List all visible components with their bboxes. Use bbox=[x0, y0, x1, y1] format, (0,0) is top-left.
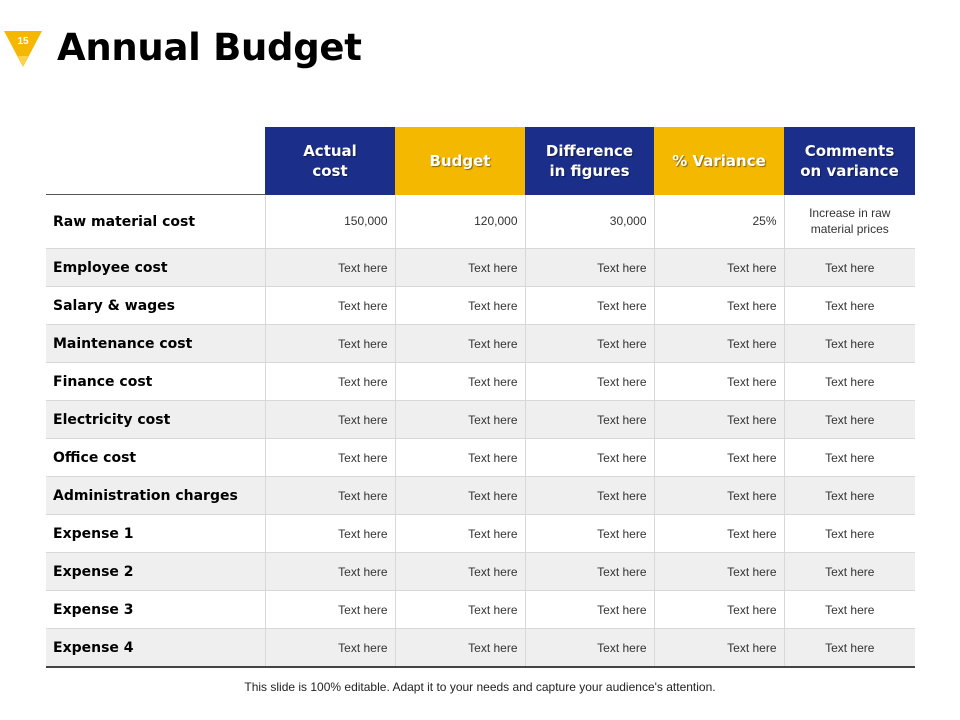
cell-comments: Text here bbox=[783, 438, 915, 477]
cell-budget: Text here bbox=[394, 248, 525, 287]
cell-budget: Text here bbox=[394, 362, 525, 401]
table-row: Maintenance cost Text here Text here Text h… bbox=[46, 324, 915, 363]
cell-difference: Text here bbox=[524, 628, 654, 668]
cell-actual-cost: Text here bbox=[264, 590, 395, 629]
cell-budget: Text here bbox=[394, 286, 525, 325]
table-row: Salary & wages Text here Text here Text her… bbox=[46, 286, 915, 325]
row-label: Electricity cost bbox=[46, 400, 265, 439]
cell-comments: Text here bbox=[783, 628, 915, 668]
cell-variance: Text here bbox=[653, 362, 784, 401]
cell-difference: Text here bbox=[524, 590, 654, 629]
cell-difference: 30,000 bbox=[524, 194, 654, 249]
table-header-row: Actual cost Budget Difference in figures… bbox=[46, 127, 915, 195]
cell-actual-cost: Text here bbox=[264, 324, 395, 363]
slide-number: 15 bbox=[17, 36, 29, 47]
cell-comments: Increase in raw material prices bbox=[783, 194, 915, 249]
cell-actual-cost: 150,000 bbox=[264, 194, 395, 249]
table-row: Office cost Text here Text here Text here Te… bbox=[46, 438, 915, 477]
row-label: Expense 3 bbox=[46, 590, 265, 629]
row-label: Expense 2 bbox=[46, 552, 265, 591]
cell-variance: Text here bbox=[653, 248, 784, 287]
footer-note: This slide is 100% editable. Adapt it to… bbox=[244, 680, 716, 694]
cell-budget: Text here bbox=[394, 552, 525, 591]
cell-comments: Text here bbox=[783, 590, 915, 629]
cell-budget: Text here bbox=[394, 438, 525, 477]
cell-variance: Text here bbox=[653, 552, 784, 591]
cell-comments: Text here bbox=[783, 476, 915, 515]
header-budget: Budget bbox=[395, 127, 525, 195]
cell-budget: 120,000 bbox=[394, 194, 525, 249]
budget-table: Actual cost Budget Difference in figures… bbox=[46, 127, 915, 668]
slide-number-badge: 15 bbox=[4, 30, 44, 68]
table-row: Employee cost Text here Text here Text here… bbox=[46, 248, 915, 287]
cell-actual-cost: Text here bbox=[264, 628, 395, 668]
cell-variance: Text here bbox=[653, 286, 784, 325]
cell-actual-cost: Text here bbox=[264, 362, 395, 401]
row-label: Expense 1 bbox=[46, 514, 265, 553]
header-variance: % Variance bbox=[654, 127, 784, 195]
cell-comments: Text here bbox=[783, 324, 915, 363]
cell-variance: Text here bbox=[653, 514, 784, 553]
cell-difference: Text here bbox=[524, 514, 654, 553]
cell-actual-cost: Text here bbox=[264, 248, 395, 287]
cell-variance: Text here bbox=[653, 476, 784, 515]
cell-actual-cost: Text here bbox=[264, 400, 395, 439]
cell-difference: Text here bbox=[524, 286, 654, 325]
triangle-badge-icon bbox=[4, 31, 42, 67]
cell-variance: Text here bbox=[653, 324, 784, 363]
cell-difference: Text here bbox=[524, 400, 654, 439]
table-row: Electricity cost Text here Text here Text h… bbox=[46, 400, 915, 439]
cell-variance: Text here bbox=[653, 628, 784, 668]
cell-actual-cost: Text here bbox=[264, 438, 395, 477]
row-label: Employee cost bbox=[46, 248, 265, 287]
row-label: Salary & wages bbox=[46, 286, 265, 325]
table-row: Expense 1 Text here Text here Text here Text… bbox=[46, 514, 915, 553]
cell-difference: Text here bbox=[524, 362, 654, 401]
cell-comments: Text here bbox=[783, 552, 915, 591]
cell-difference: Text here bbox=[524, 324, 654, 363]
table-row: Administration charges Text here Text here… bbox=[46, 476, 915, 515]
cell-comments: Text here bbox=[783, 362, 915, 401]
row-label: Maintenance cost bbox=[46, 324, 265, 363]
table-row: Finance cost Text here Text here Text here T… bbox=[46, 362, 915, 401]
table-row: Expense 2 Text here Text here Text here Text… bbox=[46, 552, 915, 591]
cell-variance: Text here bbox=[653, 400, 784, 439]
cell-variance: Text here bbox=[653, 438, 784, 477]
cell-variance: Text here bbox=[653, 590, 784, 629]
cell-difference: Text here bbox=[524, 438, 654, 477]
cell-actual-cost: Text here bbox=[264, 514, 395, 553]
cell-budget: Text here bbox=[394, 514, 525, 553]
row-label: Expense 4 bbox=[46, 628, 265, 668]
cell-difference: Text here bbox=[524, 248, 654, 287]
cell-actual-cost: Text here bbox=[264, 552, 395, 591]
page-title: Annual Budget bbox=[57, 26, 362, 69]
cell-budget: Text here bbox=[394, 324, 525, 363]
cell-comments: Text here bbox=[783, 514, 915, 553]
cell-comments: Text here bbox=[783, 400, 915, 439]
cell-comments: Text here bbox=[783, 286, 915, 325]
cell-budget: Text here bbox=[394, 476, 525, 515]
cell-budget: Text here bbox=[394, 628, 525, 668]
cell-variance: 25% bbox=[653, 194, 784, 249]
cell-difference: Text here bbox=[524, 476, 654, 515]
row-label: Office cost bbox=[46, 438, 265, 477]
row-label: Finance cost bbox=[46, 362, 265, 401]
cell-difference: Text here bbox=[524, 552, 654, 591]
header-difference: Difference in figures bbox=[525, 127, 654, 195]
row-label: Raw material cost bbox=[46, 194, 265, 249]
header-comments: Comments on variance bbox=[784, 127, 915, 195]
table-row: Raw material cost 150,000 120,000 30,000 25%… bbox=[46, 194, 915, 249]
cell-comments: Text here bbox=[783, 248, 915, 287]
table-row: Expense 3 Text here Text here Text here Text… bbox=[46, 590, 915, 629]
cell-budget: Text here bbox=[394, 400, 525, 439]
header-actual-cost: Actual cost bbox=[265, 127, 395, 195]
header-blank-cell bbox=[46, 127, 265, 195]
cell-budget: Text here bbox=[394, 590, 525, 629]
table-row: Expense 4 Text here Text here Text here Text… bbox=[46, 628, 915, 668]
cell-actual-cost: Text here bbox=[264, 286, 395, 325]
cell-actual-cost: Text here bbox=[264, 476, 395, 515]
row-label: Administration charges bbox=[46, 476, 265, 515]
